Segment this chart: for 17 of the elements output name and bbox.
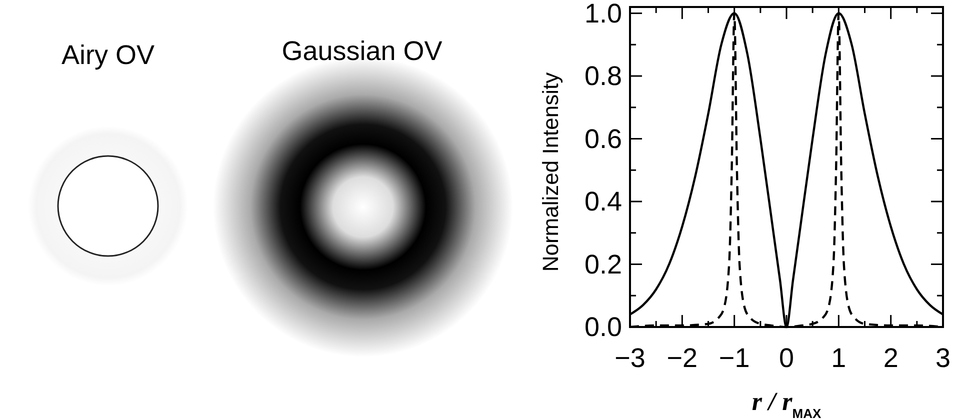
y-tick-label: 0.0	[584, 312, 622, 342]
text: Airy OV	[61, 40, 155, 70]
x-tick-label: 3	[935, 343, 951, 373]
y-tick-label: 0.8	[584, 61, 622, 92]
y-tick-label: 0.6	[584, 124, 622, 154]
x-tick-label: 1	[831, 343, 846, 373]
x-tick-label: 0	[778, 343, 794, 373]
x-tick-label: −1	[718, 343, 750, 373]
y-axis-title: Normalized Intensity	[538, 72, 563, 272]
y-tick-label: 1.0	[584, 0, 622, 28]
y-tick-label: 0.4	[584, 186, 622, 217]
y-tick-label: 0.2	[584, 249, 622, 280]
x-tick-label: −3	[614, 343, 646, 373]
x-tick-label: −2	[666, 343, 698, 373]
text: Gaussian OV	[282, 36, 442, 66]
x-axis-title: r / r$_{MAX}$	[752, 387, 822, 419]
x-tick-label: 2	[883, 343, 898, 373]
